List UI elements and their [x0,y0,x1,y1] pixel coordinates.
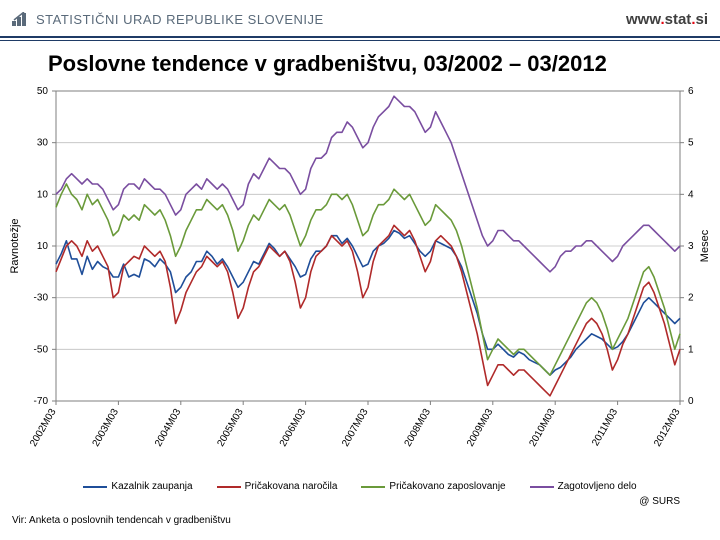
svg-text:2004M03: 2004M03 [153,407,184,449]
org-name: STATISTIČNI URAD REPUBLIKE SLOVENIJE [36,12,324,27]
legend-item: Pričakovana naročila [217,481,338,492]
svg-text:10: 10 [37,241,49,252]
svg-text:2011M03: 2011M03 [590,407,620,448]
svg-text:4: 4 [688,189,694,200]
svg-text:-70: -70 [34,396,49,407]
org-logo: STATISTIČNI URAD REPUBLIKE SLOVENIJE [12,12,324,27]
svg-text:30: 30 [37,138,49,149]
legend-item: Zagotovljeno delo [530,481,637,492]
legend-item: Kazalnik zaupanja [83,481,192,492]
legend-label: Pričakovano zaposlovanje [389,481,505,492]
svg-text:2006M03: 2006M03 [278,407,309,449]
legend-swatch [530,486,554,488]
svg-text:50: 50 [37,86,49,97]
svg-text:2005M03: 2005M03 [215,407,246,449]
legend: Kazalnik zaupanja Pričakovana naročila Pri… [0,481,720,492]
header: STATISTIČNI URAD REPUBLIKE SLOVENIJE www… [0,0,720,36]
svg-text:0: 0 [688,396,694,407]
svg-text:2010M03: 2010M03 [527,407,558,449]
logo-mark-icon [12,12,30,26]
svg-text:Ravnotežje: Ravnotežje [9,218,21,273]
svg-text:3: 3 [688,241,694,252]
svg-text:Mesec: Mesec [699,229,711,262]
site-url: www.stat.si [626,11,708,28]
legend-swatch [361,486,385,488]
copyright: @ SURS [0,492,720,507]
svg-text:2012M03: 2012M03 [652,407,683,449]
page-title: Poslovne tendence v gradbeništvu, 03/200… [0,41,720,81]
chart-container: -70 -50 -30 10 10 30 50 0 1 2 3 4 5 6 2002M03 2003M03 20… [0,81,720,481]
legend-label: Zagotovljeno delo [558,481,637,492]
legend-label: Pričakovana naročila [245,481,338,492]
svg-text:10: 10 [37,189,49,200]
legend-swatch [83,486,107,488]
legend-swatch [217,486,241,488]
svg-text:1: 1 [688,344,694,355]
header-rule-1 [0,36,720,38]
svg-text:-50: -50 [34,344,49,355]
svg-text:5: 5 [688,138,694,149]
svg-text:6: 6 [688,86,694,97]
svg-text:2007M03: 2007M03 [340,407,371,449]
svg-text:2009M03: 2009M03 [465,407,496,449]
source-note: Vir: Anketa o poslovnih tendencah v grad… [0,507,720,526]
svg-text:2003M03: 2003M03 [91,407,122,449]
svg-text:2008M03: 2008M03 [403,407,434,449]
svg-text:2: 2 [688,293,694,304]
legend-item: Pričakovano zaposlovanje [361,481,505,492]
svg-text:-30: -30 [34,293,49,304]
legend-label: Kazalnik zaupanja [111,481,192,492]
svg-text:2002M03: 2002M03 [28,407,59,449]
line-chart: -70 -50 -30 10 10 30 50 0 1 2 3 4 5 6 2002M03 2003M03 20… [0,81,720,481]
